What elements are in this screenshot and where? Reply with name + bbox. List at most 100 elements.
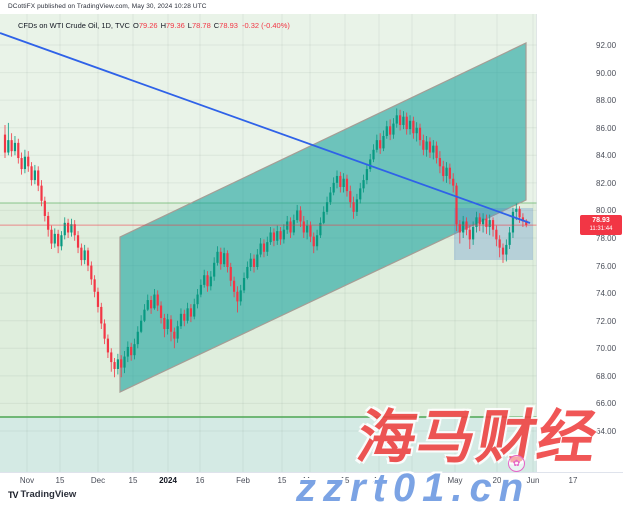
candle-body	[57, 233, 60, 247]
time-axis-label: 20	[492, 476, 502, 485]
candle-body	[508, 232, 511, 245]
candle-body	[372, 149, 375, 160]
price-axis-label: 72.00	[596, 316, 617, 326]
candle-body	[462, 221, 465, 233]
candle-body	[359, 188, 362, 200]
candle-body	[282, 229, 285, 240]
candle-body	[166, 319, 169, 329]
candle-body	[80, 247, 83, 261]
candle-body	[236, 291, 239, 302]
price-axis[interactable]: 92.00 90.00 88.00 86.00 84.00 82.00 80.00 78.00…	[537, 14, 623, 472]
candle-body	[100, 306, 103, 324]
candle-body	[110, 352, 113, 363]
candle-body	[256, 254, 259, 267]
candle-body	[448, 167, 451, 179]
ohlc-value: 79.36	[166, 21, 185, 30]
candle-body	[266, 242, 269, 252]
candle-body	[518, 209, 521, 218]
candle-body	[73, 224, 76, 236]
price-axis-label: 70.00	[596, 344, 617, 354]
candle-body	[216, 251, 219, 263]
candle-body	[209, 276, 212, 287]
tradingview-logo-text: TradingView	[20, 489, 77, 500]
candle-body	[279, 231, 282, 240]
candle-body	[106, 338, 110, 353]
price-axis-label: 88.00	[596, 96, 617, 106]
candle-body	[262, 243, 266, 252]
candle-body	[475, 217, 478, 227]
time-axis-label: 2024	[159, 476, 177, 485]
candle-body	[468, 229, 471, 240]
candle-body	[438, 158, 442, 167]
candle-body	[452, 178, 455, 186]
ohlc-key: C	[213, 21, 220, 30]
candle-body	[458, 224, 461, 233]
candle-body	[355, 199, 359, 212]
candle-body	[17, 142, 20, 159]
support-zone-band[interactable]	[0, 417, 537, 472]
time-axis-label: 16	[195, 476, 205, 485]
candle-body	[156, 294, 159, 306]
consolidation-box-drawing[interactable]	[454, 208, 533, 260]
candle-body	[60, 235, 63, 247]
candle-body	[505, 244, 508, 255]
candle-body	[179, 313, 183, 327]
candle-body	[20, 158, 23, 170]
candle-body	[213, 262, 216, 277]
candle-body	[186, 308, 189, 321]
candle-body	[501, 247, 505, 255]
candle-body	[442, 166, 445, 176]
time-axis-label: 15	[128, 476, 138, 485]
candle-body	[515, 209, 518, 212]
candle-body	[229, 266, 232, 281]
symbol-title[interactable]: CFDs on WTI Crude Oil, 1D, TVC	[18, 21, 130, 30]
last-price-value: 78.93	[592, 217, 610, 224]
candle-body	[472, 226, 475, 240]
tradingview-logo[interactable]: TV TradingView	[8, 489, 76, 500]
candle-body	[126, 346, 129, 357]
candle-body	[23, 156, 27, 170]
candle-body	[40, 185, 43, 201]
candle-body	[405, 116, 408, 130]
candle-body	[120, 359, 123, 368]
price-axis-label: 80.00	[596, 206, 617, 216]
time-axis[interactable]: Nov 15 Dec 15 2024 16 Feb 15 Mar 15 Apr 15 May 20 Jun 1…	[0, 472, 623, 490]
candle-body	[13, 142, 17, 152]
candle-body	[299, 210, 302, 222]
candle-body	[173, 331, 176, 339]
candle-body	[246, 266, 249, 278]
candle-body	[189, 308, 193, 317]
candle-body	[342, 178, 345, 187]
candle-body	[199, 284, 202, 295]
ohlc-value: 78.78	[191, 21, 211, 30]
price-axis-label: 90.00	[596, 68, 617, 78]
candle-body	[339, 175, 342, 187]
price-axis-label: 82.00	[596, 178, 617, 188]
candle-body	[272, 232, 276, 241]
change-value: -0.32 (-0.40%)	[241, 21, 290, 30]
candle-body	[309, 225, 312, 237]
candle-body	[332, 182, 335, 193]
candle-body	[435, 145, 438, 159]
candle-body	[292, 220, 295, 233]
candle-body	[219, 251, 222, 265]
candle-body	[239, 290, 242, 302]
candle-body	[159, 305, 163, 318]
ohlc-value: 79.26	[138, 21, 158, 30]
candle-body	[289, 221, 292, 233]
candle-body	[306, 225, 309, 233]
candle-body	[66, 222, 70, 233]
candle-body	[319, 222, 322, 236]
time-axis-label: Feb	[236, 476, 250, 485]
price-axis-label: 78.00	[596, 234, 617, 243]
candle-body	[485, 218, 488, 227]
candle-body	[382, 135, 385, 149]
bar-close-countdown: 11:31:44	[589, 226, 613, 232]
ohlc-key: L	[187, 21, 192, 30]
symbol-header[interactable]: CFDs on WTI Crude Oil, 1D, TVC O79.26 H79.…	[18, 21, 290, 30]
candle-body	[362, 180, 365, 189]
candle-body	[183, 313, 186, 321]
descending-trendline-drawing[interactable]	[0, 32, 531, 224]
